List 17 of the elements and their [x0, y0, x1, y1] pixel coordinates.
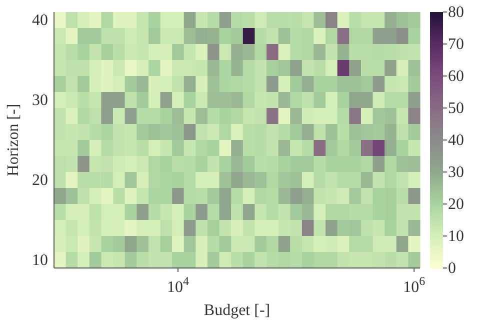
y-tick-label: 30 — [32, 92, 48, 109]
color-bar-label: 60 — [448, 68, 464, 85]
y-axis-title: Horizon [-] — [5, 104, 22, 176]
x-tick-label: 10$^{6}$ — [403, 274, 426, 296]
x-axis-title: Budget [-] — [204, 302, 270, 319]
y-tick-label: 10 — [32, 252, 48, 269]
x-tick-label: 10$^{4}$ — [166, 274, 189, 296]
color-bar-label: 80 — [448, 4, 464, 21]
color-bar-label: 70 — [448, 36, 464, 53]
color-bar-label: 50 — [448, 100, 464, 117]
color-bar-label: 30 — [448, 164, 464, 181]
y-tick-label: 40 — [32, 12, 48, 29]
color-bar-label: 0 — [448, 260, 456, 277]
color-bar-label: 40 — [448, 132, 464, 149]
color-bar-label: 10 — [448, 228, 464, 245]
y-tick-label: 20 — [32, 172, 48, 189]
color-bar-label: 20 — [448, 196, 464, 213]
